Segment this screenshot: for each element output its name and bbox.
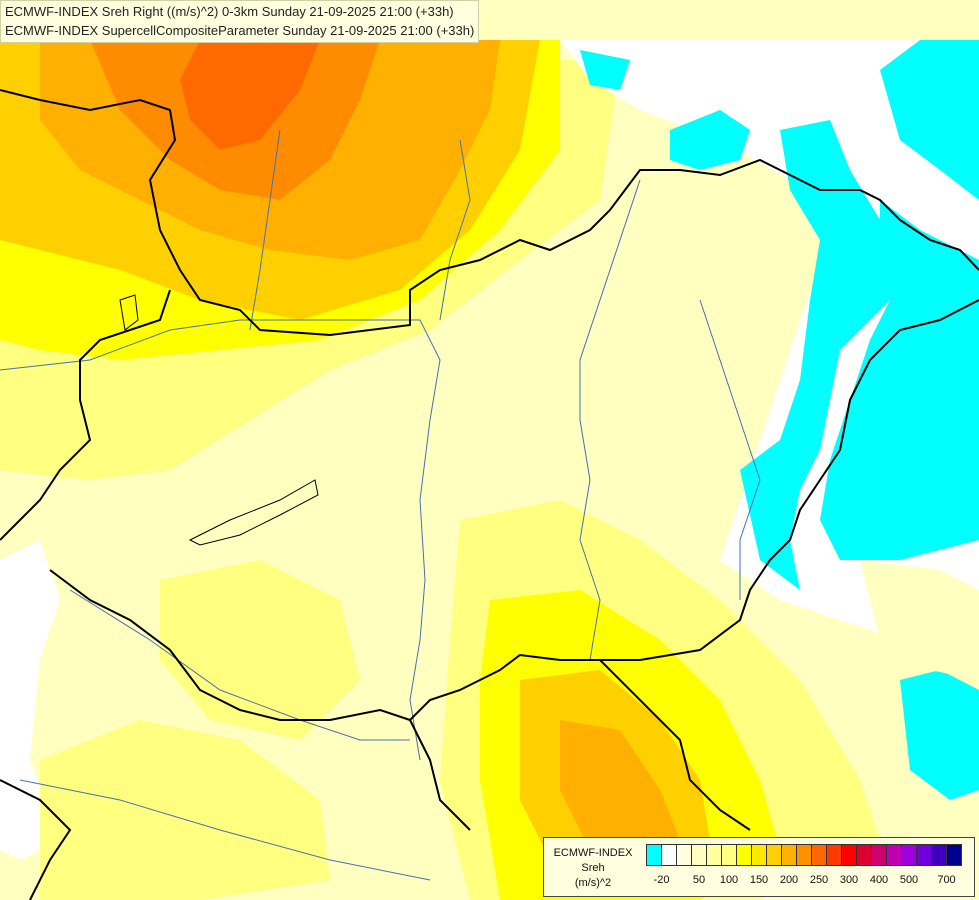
legend-swatch: [646, 844, 662, 866]
legend-title-source: ECMWF-INDEX: [553, 847, 633, 859]
legend-swatch: [826, 844, 842, 866]
legend: ECMWF-INDEX Sreh (m/s)^2 -20 50 100 150 200 2…: [543, 837, 975, 897]
field-cyan-northeast: [580, 50, 900, 590]
legend-swatch: [691, 844, 707, 866]
legend-swatch: [871, 844, 887, 866]
river-tisza: [579, 179, 641, 661]
legend-title-variable: Sreh: [581, 862, 605, 874]
lake-balaton: [188, 479, 319, 546]
legend-tick-label: 100: [719, 874, 739, 886]
legend-swatch: [781, 844, 797, 866]
legend-swatch: [676, 844, 692, 866]
legend-tick-label: 500: [899, 874, 919, 886]
river-sava: [19, 779, 431, 881]
river-north2: [439, 139, 471, 321]
river-danube: [0, 319, 441, 761]
map-title-box: ECMWF-INDEX Sreh Right ((m/s)^2) 0-3km S…: [0, 0, 480, 43]
field-red-orange-north: [180, 40, 320, 150]
legend-tick-label: 150: [749, 874, 769, 886]
border-west: [0, 289, 171, 541]
national-borders: [0, 89, 979, 900]
legend-swatch: [856, 844, 872, 866]
legend-title-unit: (m/s)^2: [574, 877, 612, 889]
river-north: [249, 129, 281, 331]
legend-swatch: [916, 844, 932, 866]
field-pale-east: [860, 560, 979, 680]
field-dark-orange-south: [560, 720, 680, 870]
border-croatia: [0, 779, 72, 900]
field-white-west: [0, 540, 60, 860]
legend-swatch: [901, 844, 917, 866]
legend-swatch: [661, 844, 677, 866]
legend-color-scale: [646, 844, 962, 866]
legend-swatch: [721, 844, 737, 866]
legend-swatch: [946, 844, 962, 866]
legend-swatch: [811, 844, 827, 866]
legend-tick-label: 50: [692, 874, 706, 886]
legend-tick-label: 300: [839, 874, 859, 886]
legend-swatch: [736, 844, 752, 866]
legend-swatch: [886, 844, 902, 866]
legend-swatch: [706, 844, 722, 866]
border-south: [49, 569, 471, 831]
legend-swatch: [931, 844, 947, 866]
field-light-yellow-southwest: [40, 720, 330, 900]
river-drava: [69, 589, 410, 741]
border-north: [0, 89, 979, 337]
river-east: [699, 299, 761, 600]
lake-neusiedl: [119, 294, 139, 331]
legend-swatch: [766, 844, 782, 866]
legend-swatch: [796, 844, 812, 866]
lakes: [119, 294, 319, 546]
map-title-line-2: ECMWF-INDEX SupercellCompositeParameter …: [5, 23, 475, 38]
field-cyan-east: [820, 200, 979, 560]
border-romania: [409, 299, 979, 721]
legend-tick-label: 200: [779, 874, 799, 886]
legend-tick-label: 700: [937, 874, 956, 886]
legend-swatch: [751, 844, 767, 866]
legend-tick-label: -20: [653, 874, 670, 886]
map-title-line-1: ECMWF-INDEX Sreh Right ((m/s)^2) 0-3km S…: [5, 4, 454, 19]
field-cyan-southeast: [900, 670, 979, 800]
legend-ticks: -20 50 100 150 200 250 300 400 500 700: [646, 874, 970, 888]
rivers: [0, 129, 761, 881]
field-cyan-far-northeast: [880, 40, 979, 200]
legend-tick-label: 250: [809, 874, 829, 886]
legend-title: ECMWF-INDEX Sreh (m/s)^2: [544, 846, 642, 891]
border-serbia: [599, 659, 751, 831]
legend-tick-label: 400: [869, 874, 889, 886]
legend-swatch: [841, 844, 857, 866]
